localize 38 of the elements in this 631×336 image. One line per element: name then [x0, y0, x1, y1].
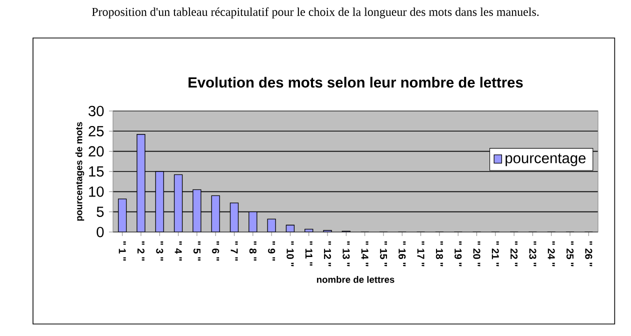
x-tick-label: " 21 " — [492, 241, 499, 266]
x-tick-label: " 24 " — [548, 241, 555, 266]
y-axis-title: pourcentages de mots — [75, 122, 84, 221]
y-tick-label: 10 — [89, 186, 104, 197]
x-tick-label: " 14 " — [361, 241, 368, 266]
x-tick-label: " 13 " — [342, 241, 350, 266]
x-tick-label: " 17 " — [417, 241, 424, 266]
x-tick-label: " 20 " — [473, 241, 480, 266]
x-tick-label: " 6 " — [212, 241, 220, 261]
x-tick-label: " 9 " — [268, 241, 276, 261]
text: Proposition d'un tableau récapitulatif pour le choix de la longueur des mots dans les manuels. — [92, 7, 539, 18]
x-axis-title: nombre de lettres — [316, 276, 394, 283]
x-tick-label: " 7 " — [230, 241, 238, 261]
x-tick-label: " 12 " — [324, 241, 332, 266]
x-tick-label: " 5 " — [193, 241, 200, 261]
x-tick-label: " 3 " — [156, 241, 164, 261]
x-tick-label: " 1 " — [118, 241, 126, 261]
x-tick-label: " 25 " — [566, 241, 574, 266]
y-tick-label: 0 — [96, 226, 104, 238]
chart-title: Evolution des mots selon leur nombre de lettres — [188, 76, 523, 88]
x-tick-label: " 2 " — [137, 241, 144, 261]
x-tick-label: " 10 " — [286, 241, 294, 266]
x-tick-label: " 11 " — [305, 241, 312, 266]
x-tick-label: " 15 " — [380, 241, 387, 266]
y-tick-label: 15 — [89, 166, 104, 177]
y-tick-label: 30 — [88, 106, 104, 116]
x-tick-label: " 22 " — [510, 241, 518, 266]
x-tick-label: " 26 " — [585, 241, 592, 266]
x-tick-label: " 19 " — [454, 241, 462, 266]
y-tick-label: 20 — [88, 146, 104, 157]
x-tick-label: " 8 " — [249, 241, 256, 261]
x-tick-label: " 4 " — [174, 241, 182, 261]
x-tick-label: " 18 " — [436, 241, 443, 266]
y-tick-label: 25 — [88, 126, 104, 136]
x-tick-label: " 23 " — [529, 241, 536, 266]
y-tick-label: 5 — [96, 206, 104, 217]
x-tick-label: " 16 " — [398, 241, 406, 266]
legend-label: pourcentage — [506, 154, 586, 166]
